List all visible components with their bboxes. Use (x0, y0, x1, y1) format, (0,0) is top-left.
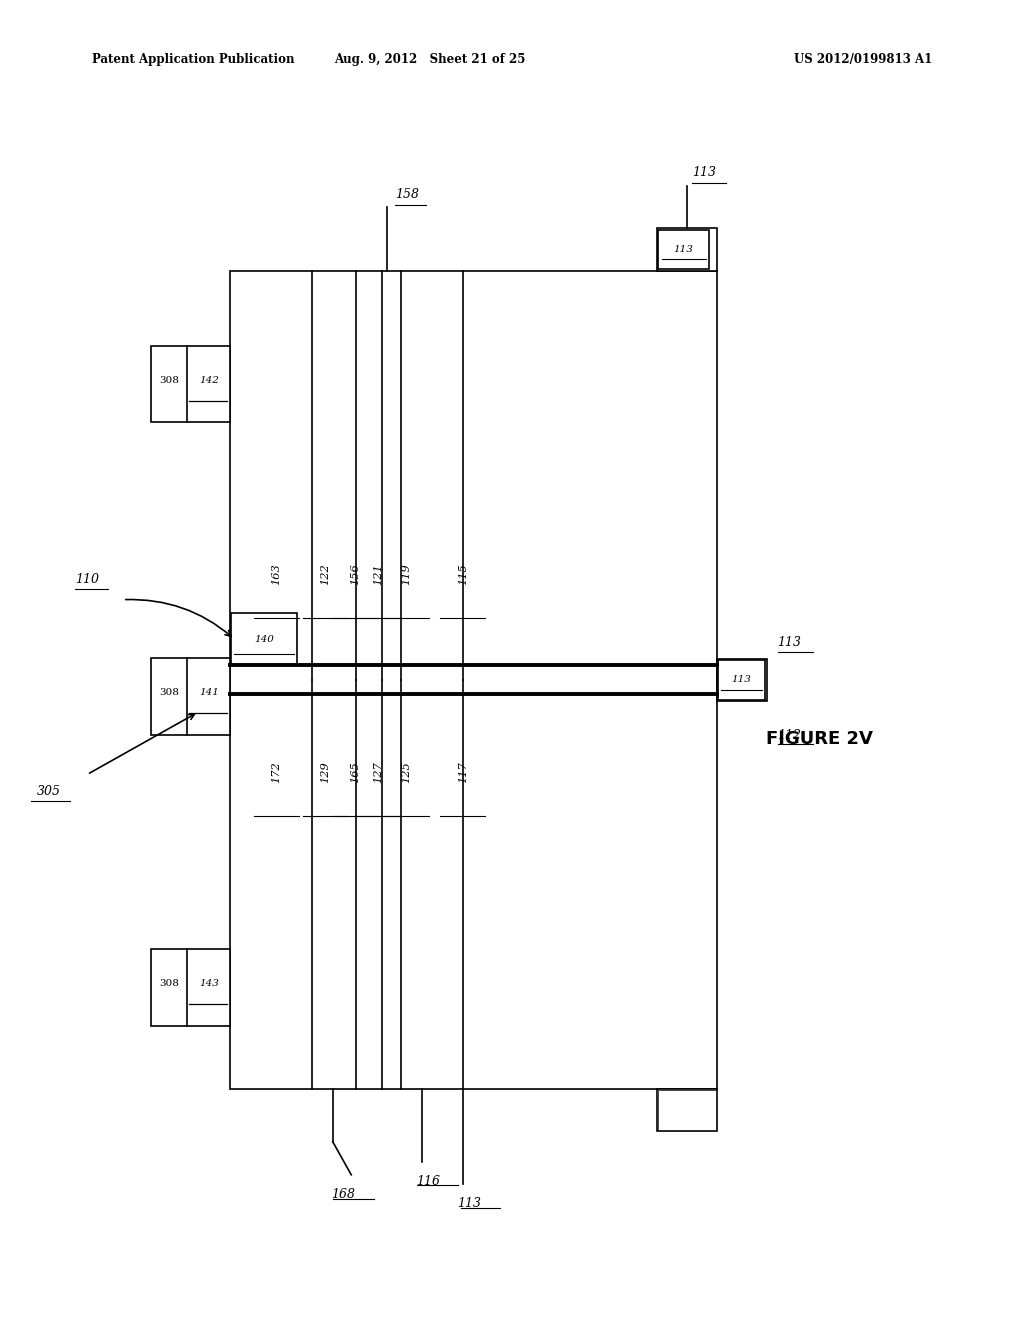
Bar (151, 659, 230, 735)
Bar (717, 659, 767, 701)
Text: 168: 168 (331, 1188, 355, 1201)
Text: US 2012/0199813 A1: US 2012/0199813 A1 (794, 53, 932, 66)
Text: 143: 143 (199, 979, 219, 989)
Text: FIGURE 2V: FIGURE 2V (766, 730, 872, 748)
Text: Aug. 9, 2012   Sheet 21 of 25: Aug. 9, 2012 Sheet 21 of 25 (335, 53, 525, 66)
Text: 163: 163 (271, 564, 282, 585)
Bar (657, 1089, 717, 1131)
Text: Patent Application Publication: Patent Application Publication (92, 53, 295, 66)
Bar (658, 1090, 716, 1130)
Text: 308: 308 (159, 688, 179, 697)
Bar (657, 228, 717, 271)
Text: 119: 119 (401, 564, 412, 585)
Bar (231, 614, 297, 665)
Bar (718, 660, 765, 700)
Text: 142: 142 (199, 376, 219, 385)
Text: 113: 113 (731, 676, 752, 684)
Text: 165: 165 (350, 762, 360, 783)
Text: 140: 140 (254, 635, 274, 644)
Text: 125: 125 (401, 762, 412, 783)
Text: 121: 121 (373, 564, 383, 585)
Bar (151, 949, 230, 1026)
Text: 308: 308 (159, 979, 179, 989)
Text: 172: 172 (271, 762, 282, 783)
Text: 129: 129 (321, 762, 331, 783)
Text: 112: 112 (777, 729, 802, 742)
Text: 113: 113 (777, 636, 802, 649)
Text: 113: 113 (692, 166, 716, 180)
Bar (151, 346, 230, 422)
Text: 116: 116 (416, 1175, 440, 1188)
Text: 156: 156 (350, 564, 360, 585)
Text: 158: 158 (395, 187, 419, 201)
Text: 115: 115 (458, 564, 468, 585)
Bar (230, 271, 717, 1089)
Text: 113: 113 (457, 1197, 481, 1210)
Text: 141: 141 (199, 688, 219, 697)
Text: 305: 305 (37, 785, 61, 799)
Text: 122: 122 (321, 564, 331, 585)
Text: 308: 308 (159, 376, 179, 385)
Text: 117: 117 (458, 762, 468, 783)
Text: 113: 113 (674, 246, 693, 253)
Bar (658, 230, 709, 269)
Text: 127: 127 (373, 762, 383, 783)
Text: 110: 110 (75, 573, 99, 586)
